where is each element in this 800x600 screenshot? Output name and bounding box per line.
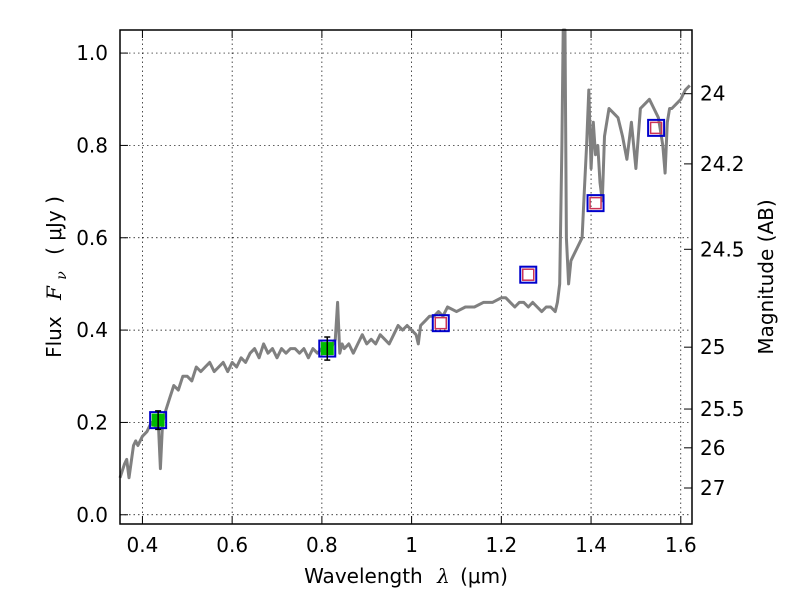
y2-axis-label: Magnitude (AB) xyxy=(754,199,778,354)
point-marker xyxy=(522,268,535,281)
model-spectrum-line xyxy=(118,28,691,480)
y-tick-label: 0.0 xyxy=(76,503,108,527)
point-marker xyxy=(589,196,602,210)
x-axis-label-unit: (μm) xyxy=(460,564,508,588)
plot-frame xyxy=(119,29,693,525)
detected-point xyxy=(149,410,168,431)
x-tick-label: 1.2 xyxy=(485,533,517,557)
y2-tick-label: 24.5 xyxy=(700,237,745,261)
y-axis-label-subscript: ν xyxy=(54,271,70,280)
x-axis-label: Wavelength λ (μm) xyxy=(304,564,508,588)
y-tick-label: 1.0 xyxy=(76,41,108,65)
y-axis-label-symbol: F xyxy=(42,285,66,301)
x-tick-label: 0.6 xyxy=(216,533,248,557)
detected-point xyxy=(318,336,337,361)
y2-tick-label: 25 xyxy=(700,335,725,359)
point-box xyxy=(519,265,538,284)
y-axis-label-text: Flux xyxy=(42,316,66,358)
y2-tick-label: 26 xyxy=(700,436,725,460)
point-box xyxy=(431,314,450,333)
y-tick-label: 0.4 xyxy=(76,318,108,342)
y-tick-label: 0.2 xyxy=(76,410,108,434)
grid xyxy=(120,30,692,524)
point-marker xyxy=(649,121,663,135)
point-box xyxy=(647,118,666,137)
model-spectrum-layer xyxy=(118,28,691,480)
x-tick-label: 1 xyxy=(405,533,418,557)
model-point xyxy=(647,118,666,137)
x-axis-label-symbol: λ xyxy=(436,564,450,588)
y2-tick-label: 24.2 xyxy=(700,152,745,176)
axis-ticks: 0.4 0.6 0.8 1 1.2 1.4 1.6 0.0 0.2 0.4 0.6 0.8 1.0 24 2… xyxy=(76,30,745,557)
x-tick-label: 1.6 xyxy=(665,533,697,557)
x-axis-label-text: Wavelength xyxy=(304,564,423,588)
x-tick-label: 1.4 xyxy=(575,533,607,557)
point-box xyxy=(586,194,605,213)
point-marker xyxy=(434,316,448,330)
x-tick-label: 0.4 xyxy=(127,533,159,557)
y-tick-label: 0.6 xyxy=(76,226,108,250)
model-point xyxy=(586,194,605,213)
model-point xyxy=(431,314,450,333)
y-axis-label-unit: ( μJy ) xyxy=(42,196,66,255)
y-tick-label: 0.8 xyxy=(76,133,108,157)
x-tick-label: 0.8 xyxy=(306,533,338,557)
model-point xyxy=(519,265,538,284)
y-axis-label: Flux F ν ( μJy ) xyxy=(42,196,71,358)
y2-tick-label: 27 xyxy=(700,476,725,500)
photometry-points xyxy=(149,118,666,431)
y2-tick-label: 25.5 xyxy=(700,397,745,421)
y2-tick-label: 24 xyxy=(700,82,725,106)
